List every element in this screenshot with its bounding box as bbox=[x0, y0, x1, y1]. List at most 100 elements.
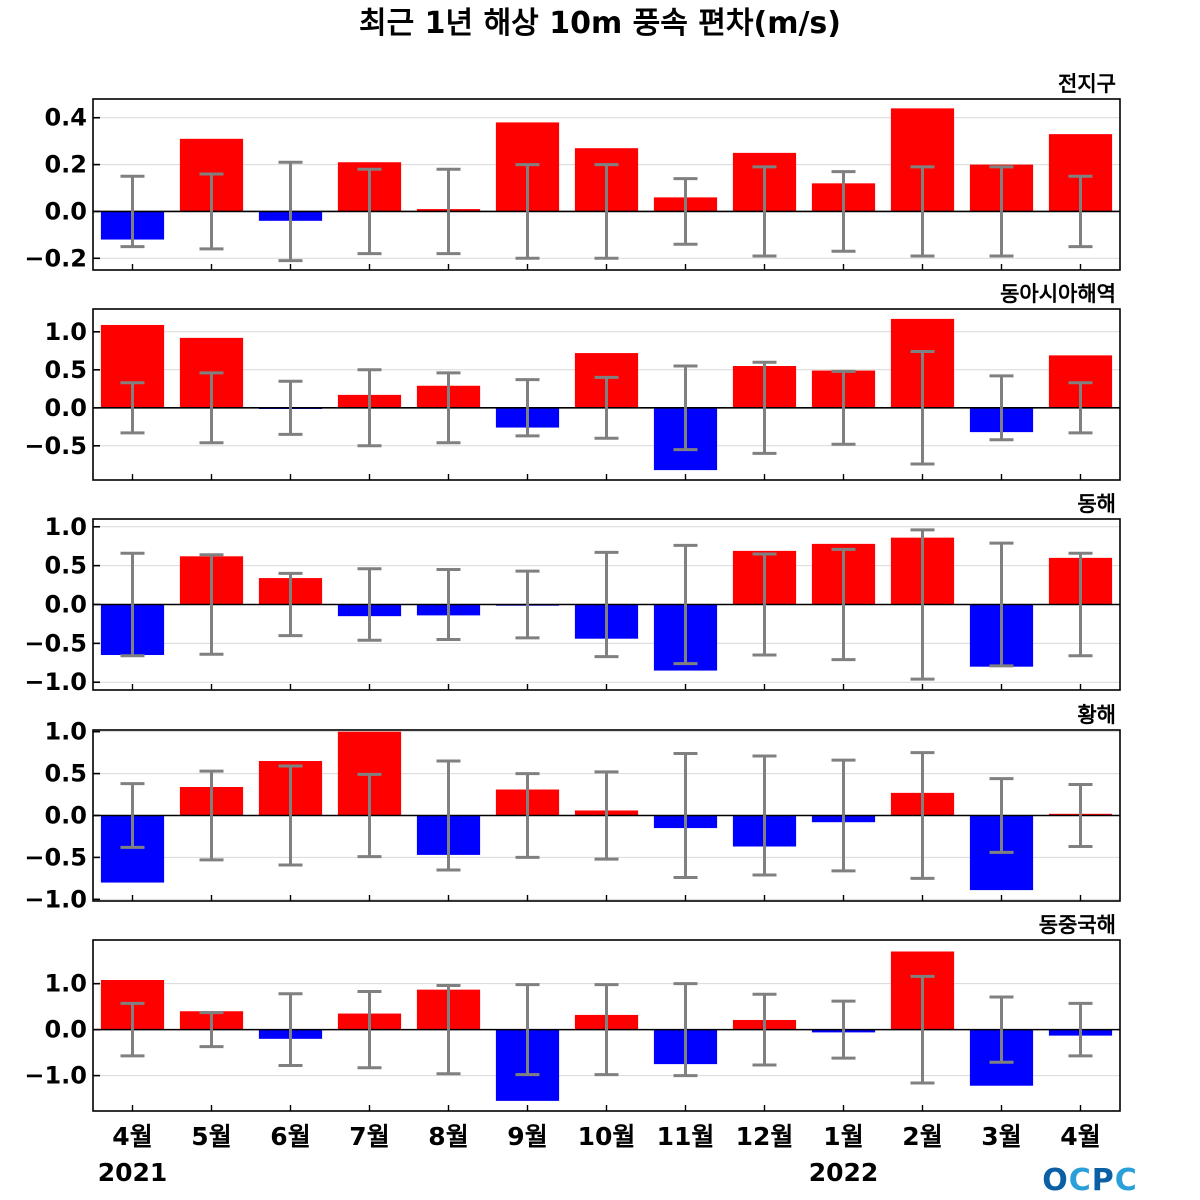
y-tick-label: 0.4 bbox=[44, 104, 87, 132]
panel-title: 동해 bbox=[1077, 492, 1116, 516]
x-tick-label: 12월 bbox=[736, 1122, 794, 1151]
year-label: 2022 bbox=[809, 1158, 879, 1187]
logo-text: OCPC bbox=[1042, 1163, 1138, 1198]
y-tick-label: 0.0 bbox=[44, 1016, 87, 1044]
error-bar bbox=[120, 551, 145, 658]
error-bar bbox=[831, 999, 856, 1060]
ocpc-logo: OCPC bbox=[1042, 1163, 1138, 1198]
error-bar bbox=[594, 163, 619, 260]
chart-panels: −0.20.00.20.4전지구−0.50.00.51.0동아시아해역−1.0−… bbox=[24, 72, 1121, 1112]
panel-title: 전지구 bbox=[1058, 72, 1116, 96]
error-bar bbox=[752, 754, 777, 877]
error-bar bbox=[594, 375, 619, 440]
error-bar bbox=[989, 777, 1014, 854]
error-bar bbox=[278, 764, 303, 867]
error-bar bbox=[989, 541, 1014, 668]
error-bar bbox=[120, 1001, 145, 1058]
error-bar bbox=[673, 543, 698, 666]
y-tick-label: −0.2 bbox=[24, 244, 87, 272]
error-bar bbox=[436, 568, 461, 641]
error-bar bbox=[515, 569, 540, 640]
error-bar bbox=[278, 379, 303, 436]
error-bar bbox=[831, 547, 856, 662]
error-bar bbox=[594, 983, 619, 1077]
panel-4: −1.0 −0.5 0.0 0.5 1.0 황해 bbox=[24, 703, 1121, 913]
error-bar bbox=[752, 360, 777, 455]
error-bar bbox=[831, 758, 856, 873]
x-tick-label: 1월 bbox=[823, 1122, 863, 1151]
y-tick-label: 1.0 bbox=[44, 318, 87, 346]
error-bar bbox=[199, 553, 224, 656]
error-bar bbox=[752, 552, 777, 657]
x-tick-label: 4월 bbox=[112, 1122, 152, 1151]
y-tick-label: 0.0 bbox=[44, 197, 87, 225]
error-bar bbox=[989, 995, 1014, 1064]
y-tick-label: 1.0 bbox=[44, 513, 87, 541]
error-bar bbox=[989, 165, 1014, 258]
error-bar bbox=[199, 1011, 224, 1049]
error-bar bbox=[278, 160, 303, 263]
error-bar bbox=[357, 368, 382, 448]
y-tick-label: 0.2 bbox=[44, 151, 87, 179]
x-tick-label: 6월 bbox=[270, 1122, 310, 1151]
error-bar bbox=[831, 170, 856, 253]
error-bar bbox=[594, 770, 619, 861]
y-tick-label: 1.0 bbox=[44, 718, 87, 746]
error-bar bbox=[752, 165, 777, 258]
x-tick-label: 4월 bbox=[1060, 1122, 1100, 1151]
year-label: 2021 bbox=[98, 1158, 168, 1187]
y-tick-label: −0.5 bbox=[24, 432, 87, 460]
error-bar bbox=[752, 992, 777, 1067]
x-axis: 4월 5월 6월 7월 8월 9월 10월 11월 12월 1월 2월 3월 4월 2021 2022 bbox=[98, 1122, 1101, 1187]
error-bar bbox=[594, 550, 619, 659]
x-tick-label: 2월 bbox=[902, 1122, 942, 1151]
error-bar bbox=[436, 371, 461, 445]
y-tick-label: 0.0 bbox=[44, 394, 87, 422]
error-bar bbox=[515, 983, 540, 1077]
error-bar bbox=[120, 782, 145, 849]
y-tick-label: 0.5 bbox=[44, 552, 87, 580]
x-tick-label: 9월 bbox=[507, 1122, 547, 1151]
error-bar bbox=[910, 165, 935, 258]
panel-2: −0.5 0.0 0.5 1.0 동아시아해역 bbox=[24, 282, 1121, 481]
panel-5: −1.0 0.0 1.0 동중국해 bbox=[24, 913, 1121, 1112]
x-tick-label: 11월 bbox=[657, 1122, 715, 1151]
error-bar bbox=[515, 378, 540, 438]
panel-title: 동중국해 bbox=[1039, 913, 1116, 937]
error-bar bbox=[989, 374, 1014, 442]
x-tick-label: 8월 bbox=[428, 1122, 468, 1151]
y-tick-label: 0.5 bbox=[44, 760, 87, 788]
panel-3: −1.0 −0.5 0.0 0.5 1.0 동해 bbox=[24, 492, 1121, 696]
x-tick-label: 7월 bbox=[349, 1122, 389, 1151]
error-bar bbox=[357, 989, 382, 1070]
error-bar bbox=[1068, 381, 1093, 435]
error-bar bbox=[831, 369, 856, 446]
figure-title: 최근 1년 해상 10m 풍속 편차(m/s) bbox=[359, 6, 841, 41]
y-tick-label: −1.0 bbox=[24, 885, 87, 913]
y-tick-label: −1.0 bbox=[24, 1062, 87, 1090]
y-tick-label: −0.5 bbox=[24, 629, 87, 657]
error-bar bbox=[436, 759, 461, 872]
y-tick-label: −1.0 bbox=[24, 668, 87, 696]
error-bar bbox=[199, 371, 224, 445]
error-bar bbox=[357, 772, 382, 859]
error-bar bbox=[910, 751, 935, 880]
error-bar bbox=[120, 174, 145, 249]
error-bar bbox=[278, 571, 303, 638]
error-bar bbox=[357, 167, 382, 256]
y-tick-label: 0.0 bbox=[44, 591, 87, 619]
error-bar bbox=[120, 381, 145, 435]
error-bar bbox=[1068, 782, 1093, 849]
error-bar bbox=[673, 177, 698, 246]
error-bar bbox=[910, 528, 935, 681]
error-bar bbox=[1068, 1001, 1093, 1058]
panel-title: 동아시아해역 bbox=[1000, 282, 1116, 306]
error-bar bbox=[1068, 174, 1093, 249]
error-bar bbox=[910, 974, 935, 1085]
error-bar bbox=[436, 167, 461, 256]
x-tick-label: 10월 bbox=[578, 1122, 636, 1151]
y-tick-label: 0.0 bbox=[44, 802, 87, 830]
x-tick-label: 3월 bbox=[981, 1122, 1021, 1151]
y-tick-label: −0.5 bbox=[24, 843, 87, 871]
